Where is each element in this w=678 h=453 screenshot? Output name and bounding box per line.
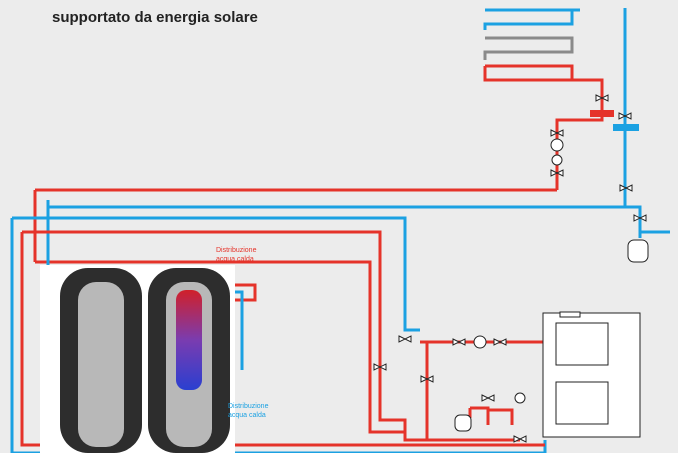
tank-inner xyxy=(78,282,124,447)
radiators xyxy=(485,8,625,125)
title: supportato da energia solare xyxy=(52,9,258,26)
boiler xyxy=(543,312,640,437)
diagram: supportato da energia solare xyxy=(0,0,678,453)
tank-coil xyxy=(176,290,202,390)
expansion-tank xyxy=(628,240,648,262)
manifold xyxy=(613,124,639,131)
expansion-tank xyxy=(455,415,471,431)
schematic: supportato da energia solare xyxy=(0,0,678,453)
manifold xyxy=(590,110,614,117)
